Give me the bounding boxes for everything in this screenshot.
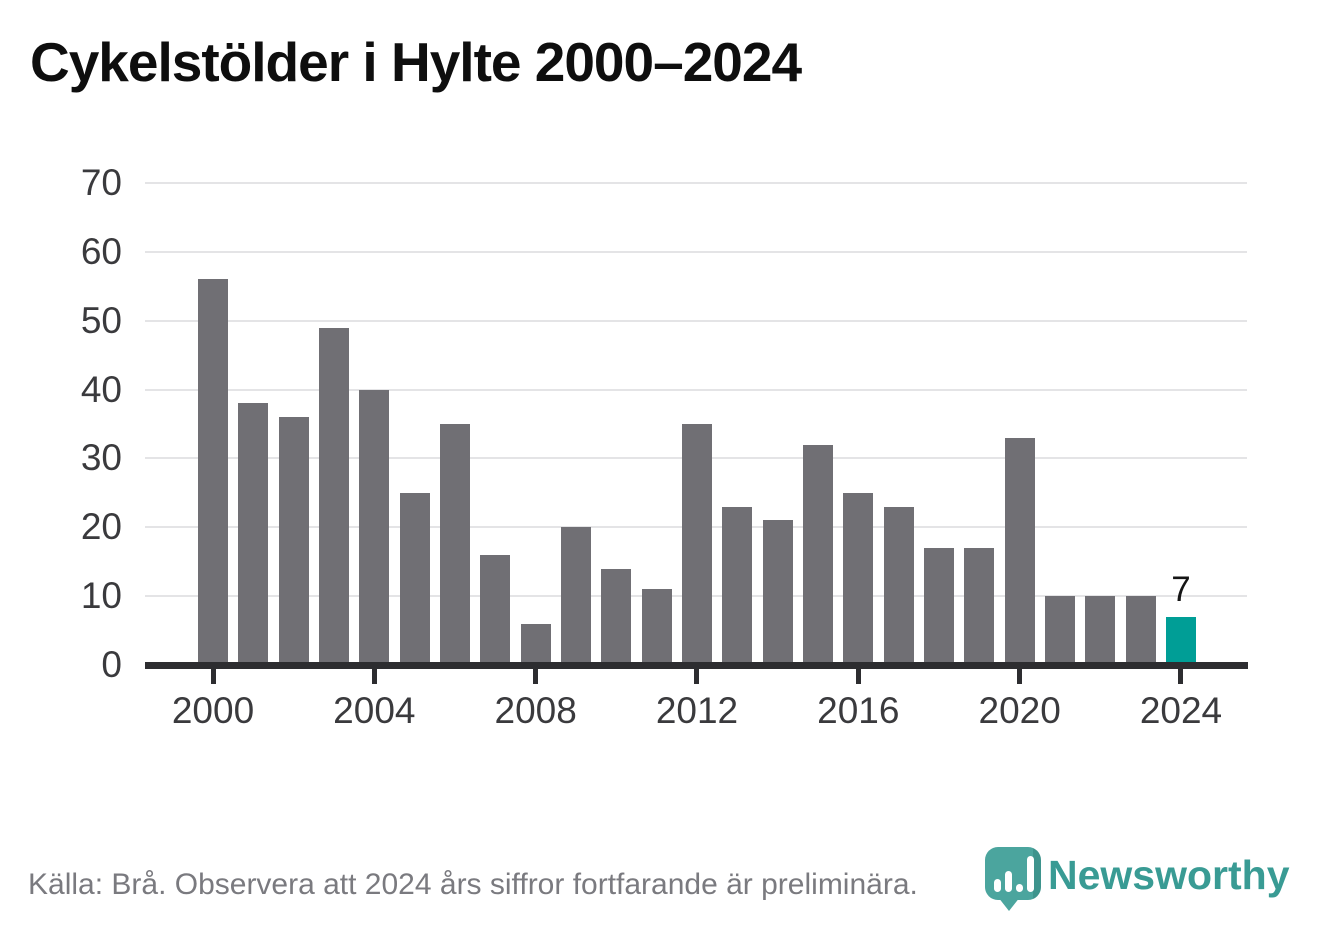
logo-glyph-dot [1016,884,1023,892]
bar-2017 [883,506,914,665]
bar-2021 [1044,596,1075,665]
bar-2016 [843,492,874,665]
gridline-50 [145,319,1247,322]
bar-2023 [1125,596,1156,665]
bar-2003 [318,327,349,665]
y-axis-label-40: 40 [80,368,122,410]
bar-2001 [238,403,269,665]
logo-pin-tail [998,897,1020,911]
x-tick-2004 [371,669,377,684]
bar-2019 [964,547,995,665]
chart-title: Cykelstölder i Hylte 2000–2024 [30,31,802,93]
y-axis-label-60: 60 [80,230,122,272]
bar-2014 [762,520,793,665]
bar-2011 [641,589,672,665]
logo-chart-glyph [994,856,1034,892]
bar-2006 [439,424,470,665]
bar-2004 [359,389,390,665]
gridline-70 [145,182,1247,184]
x-axis-label-2008: 2008 [494,690,577,731]
x-axis-label-2016: 2016 [817,690,900,731]
value-label-2024: 7 [1171,569,1191,609]
bar-2015 [802,444,833,665]
y-axis-label-20: 20 [80,506,122,548]
y-axis-label-70: 70 [80,162,122,203]
logo-text: Newsworthy [1048,852,1290,898]
bar-2012 [681,424,712,665]
x-tick-2016 [855,669,861,684]
gridline-60 [145,250,1247,253]
logo-glyph-bar [1005,871,1012,892]
y-axis-label-0: 0 [101,644,122,685]
bar-2000 [198,279,228,665]
x-tick-2024 [1178,669,1184,684]
x-axis-line [145,662,1248,669]
bar-2009 [560,527,591,665]
bar-2007 [480,554,511,665]
x-axis-label-2024: 2024 [1139,690,1223,731]
bar-2024 [1165,616,1196,665]
bar-2020 [1004,437,1035,665]
x-axis-label-2020: 2020 [978,690,1061,731]
y-axis-label-30: 30 [80,437,122,479]
bar-2018 [923,547,954,665]
logo-glyph-bar [1027,856,1034,892]
y-axis-label-50: 50 [80,299,122,341]
gridline-40 [145,388,1247,391]
bar-2022 [1085,596,1116,665]
x-tick-2000 [210,669,216,684]
x-axis-label-2000: 2000 [171,690,255,731]
plot-area: 7 [145,182,1247,665]
bar-2010 [601,568,632,665]
bar-2002 [278,417,309,665]
bar-2005 [399,492,430,665]
logo-glyph-bar [994,879,1001,892]
x-tick-2020 [1017,669,1023,684]
x-tick-2008 [533,669,539,684]
x-axis-label-2004: 2004 [333,690,416,731]
bar-chart-pin-icon [985,847,1041,900]
x-axis-label-2012: 2012 [655,690,739,731]
bar-2008 [520,623,551,665]
y-axis-label-10: 10 [80,575,122,617]
source-note: Källa: Brå. Observera att 2024 års siffr… [28,868,918,901]
bar-2013 [722,506,753,665]
x-tick-2012 [694,669,700,684]
